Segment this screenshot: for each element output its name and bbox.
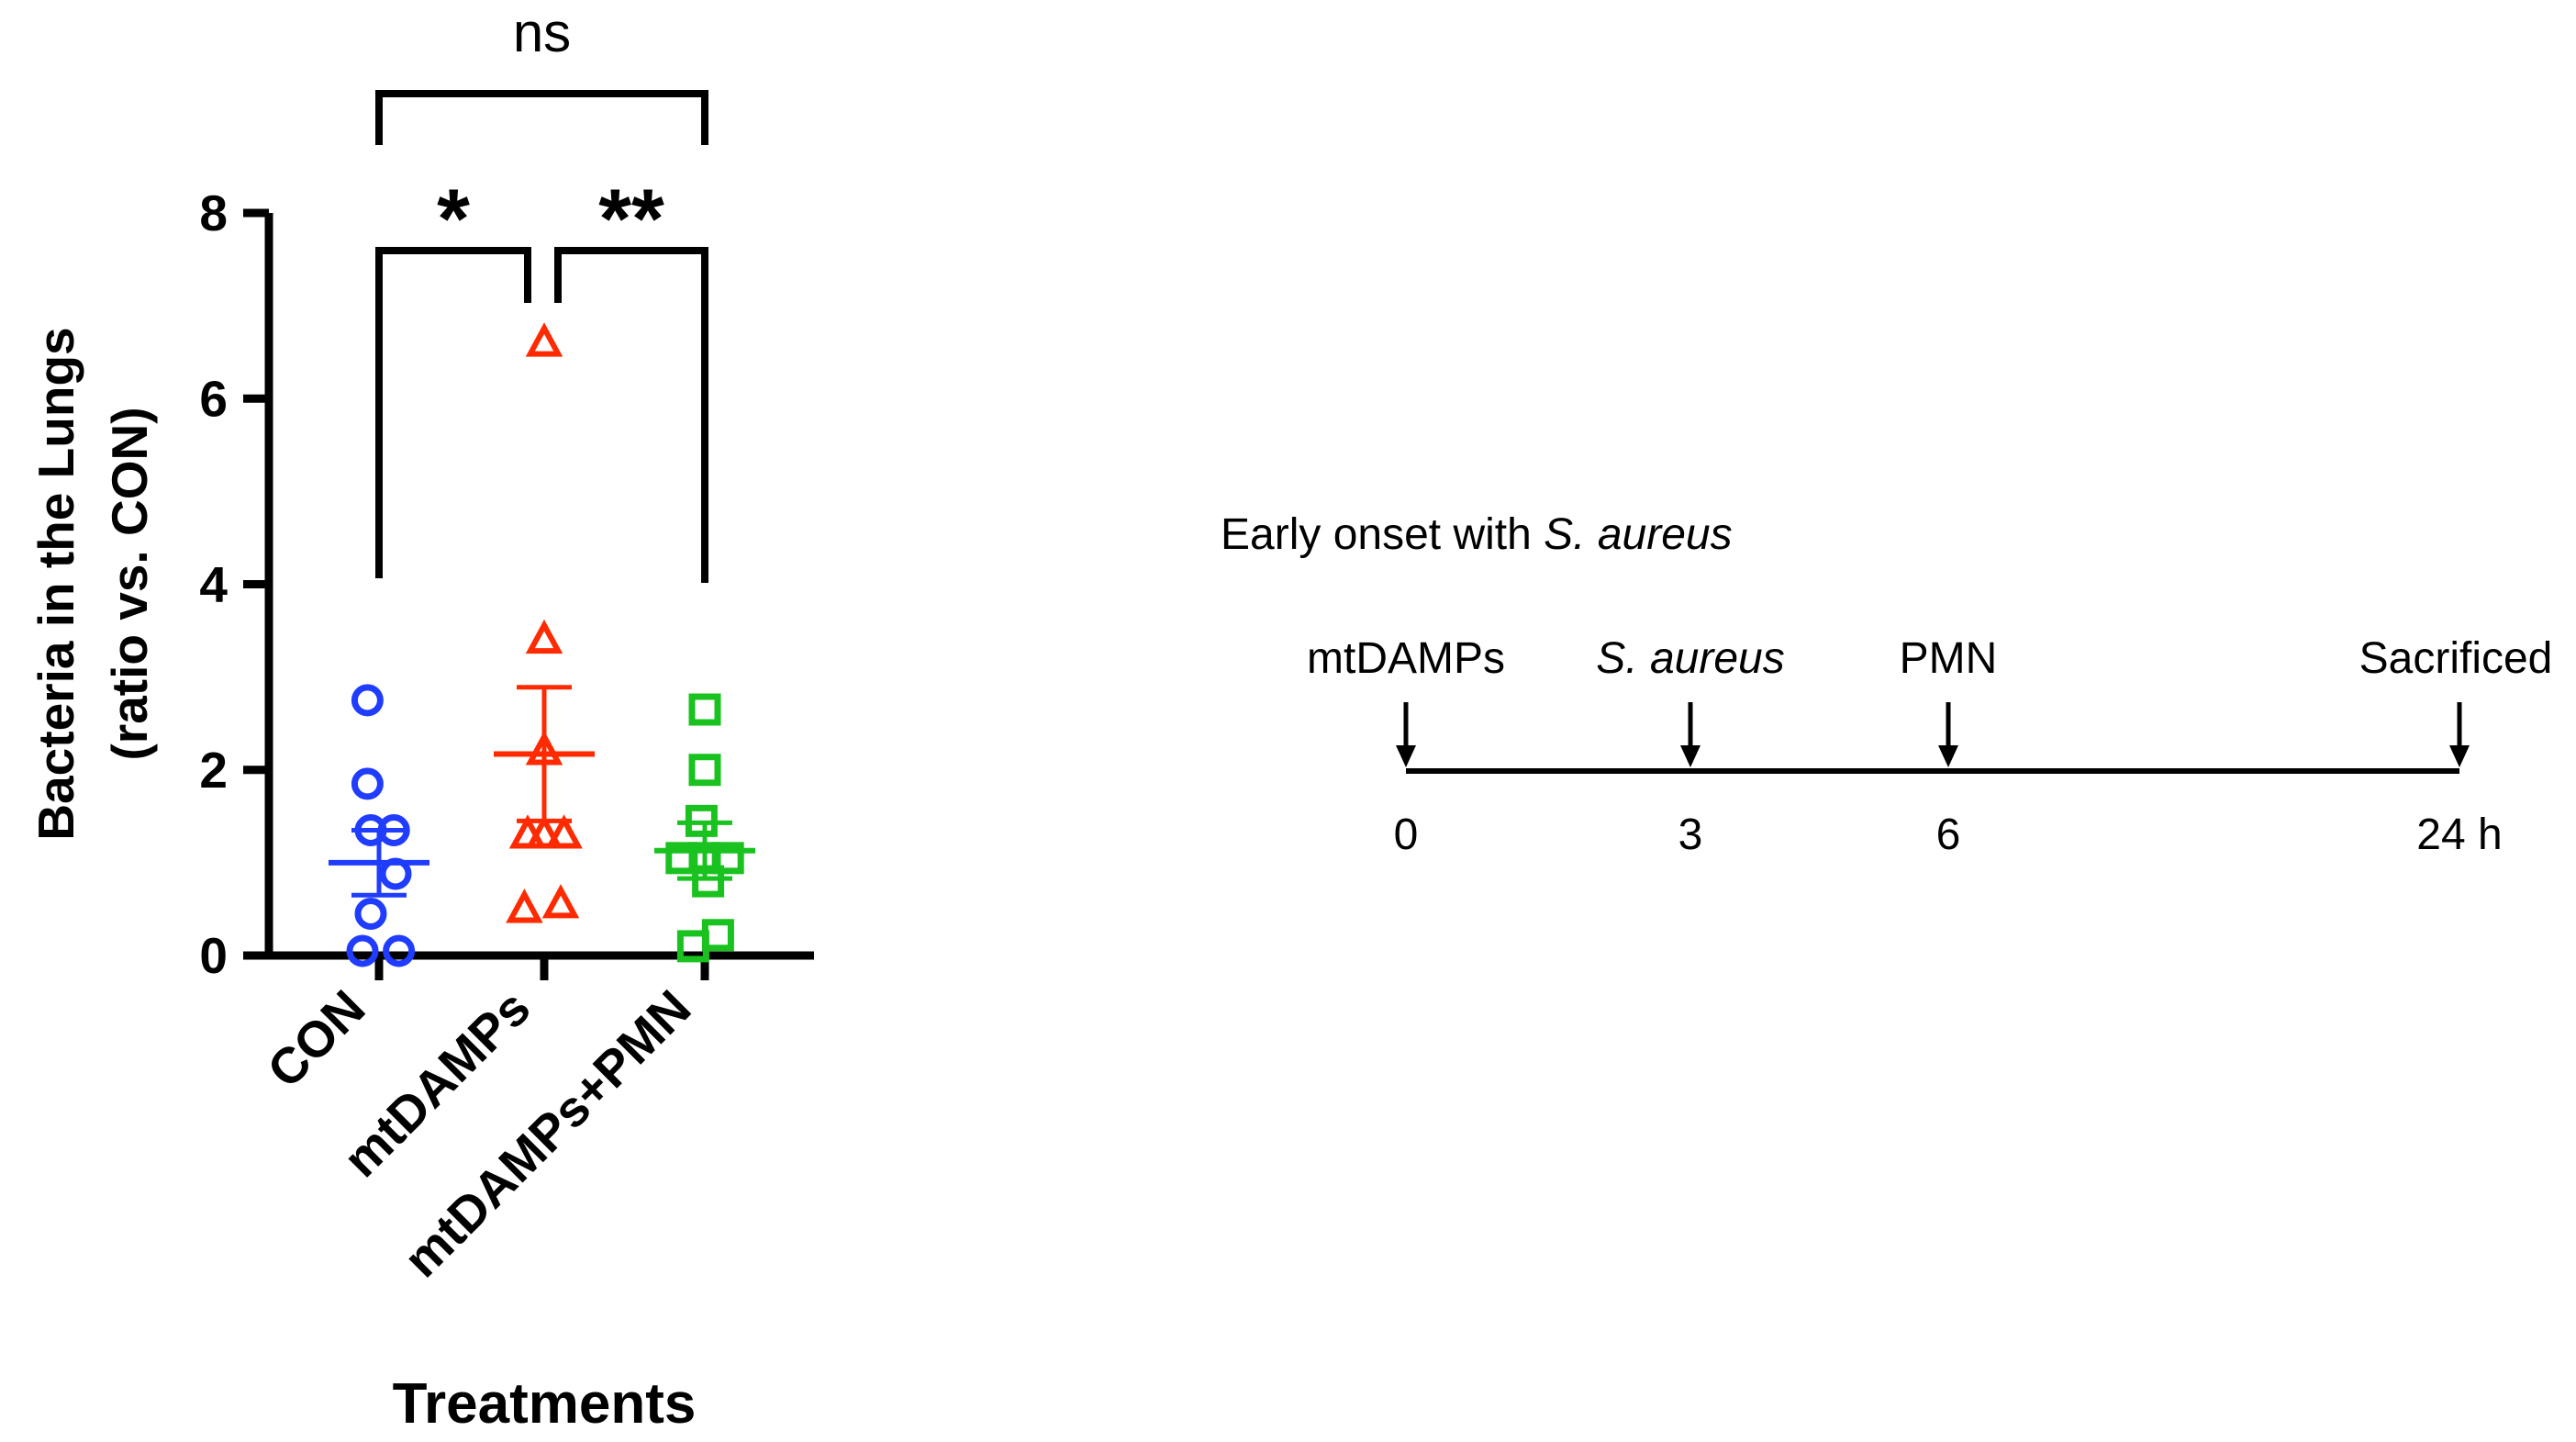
significance-bracket	[554, 247, 708, 583]
timeline-event-label: S. aureus	[1596, 634, 1784, 683]
timeline-title-italic: S. aureus	[1544, 510, 1732, 559]
data-point-square	[711, 842, 744, 875]
timeline-time-label: 6	[1936, 810, 1961, 859]
data-point-triangle	[541, 884, 580, 919]
y-tick-label: 6	[199, 370, 228, 427]
x-tick-label: CON	[256, 979, 375, 1099]
significance-label: **	[598, 173, 664, 266]
data-point-square	[688, 754, 721, 787]
y-axis-label-line2: (ratio vs. CON)	[101, 407, 158, 760]
mean-sem-bars	[329, 685, 755, 898]
data-point-triangle	[506, 889, 543, 923]
timeline-event-label: Sacrificed	[2359, 634, 2553, 683]
significance-label: ns	[513, 2, 571, 63]
experiment-timeline: Early onset with S. aureus mtDAMPs 0 S. au…	[1221, 510, 2552, 859]
y-tick-label: 2	[199, 742, 228, 799]
significance-bracket	[375, 247, 531, 578]
data-point-circle	[354, 897, 387, 930]
data-point-circle	[351, 684, 384, 717]
timeline-events: mtDAMPs 0 S. aureus 3 PMN 6 Sacrificed 24 h	[1307, 634, 2552, 859]
data-point-circle	[383, 934, 416, 967]
timeline-event-label: PMN	[1900, 634, 1998, 683]
data-point-triangle	[525, 619, 563, 654]
data-point-circle	[346, 934, 379, 967]
timeline-time-label: 24 h	[2416, 810, 2502, 859]
significance-bracket	[375, 90, 708, 145]
timeline-arrow-head	[1938, 745, 1958, 767]
significance-label: *	[437, 173, 470, 266]
y-tick-label: 8	[199, 184, 228, 241]
data-point-triangle	[545, 814, 583, 849]
timeline-arrow-head	[1396, 745, 1416, 767]
data-points	[346, 322, 744, 967]
data-point-square	[676, 930, 709, 963]
timeline-event-label: mtDAMPs	[1307, 634, 1505, 683]
y-tick-label: 4	[199, 556, 228, 613]
timeline-title: Early onset with S. aureus	[1221, 510, 1733, 559]
data-point-triangle	[525, 322, 563, 357]
y-axis-ticks: 0 2 4 6 8	[199, 184, 269, 984]
timeline-time-label: 0	[1394, 810, 1419, 859]
x-tick-label: mtDAMPs+PMN	[393, 979, 702, 1289]
timeline-arrow-head	[1680, 745, 1701, 767]
data-point-square	[692, 865, 725, 898]
timeline-title-plain: Early onset with	[1221, 510, 1544, 559]
timeline-time-label: 3	[1678, 810, 1703, 859]
x-axis-label: Treatments	[393, 1372, 697, 1436]
y-axis-label-line1: Bacteria in the Lungs	[28, 327, 84, 840]
significance-brackets: ns* **	[375, 2, 708, 583]
data-point-circle	[351, 767, 384, 800]
data-point-square	[688, 693, 721, 726]
data-point-triangle	[525, 814, 563, 849]
timeline-arrow-head	[2449, 745, 2470, 767]
y-tick-label: 0	[199, 927, 228, 984]
